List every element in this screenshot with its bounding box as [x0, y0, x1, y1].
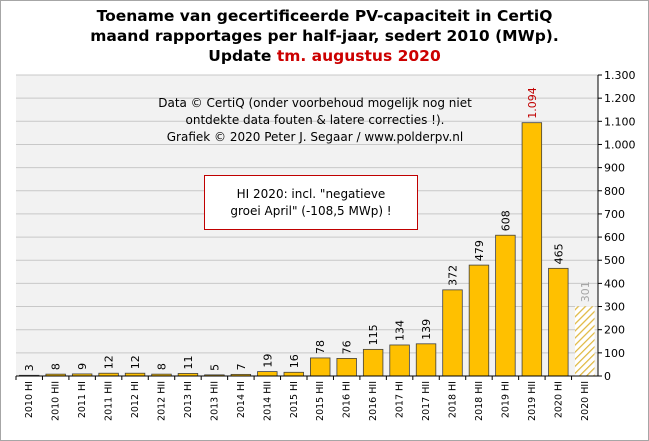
y-tick-label: 500	[604, 254, 625, 267]
y-tick-label: 0	[604, 370, 611, 383]
x-tick-label: 2019 HI	[500, 381, 511, 418]
bar	[415, 343, 437, 377]
annotation-box: HI 2020: incl. "negatieve groei April" (…	[204, 175, 418, 230]
x-tick-label: 2015 HI	[289, 381, 300, 418]
data-label: 12	[129, 355, 142, 369]
data-label: 1.094	[526, 87, 539, 119]
bar	[310, 357, 331, 377]
y-tick-label: 200	[604, 324, 625, 337]
x-tick-label: 2010 HI	[24, 381, 35, 418]
data-label: 19	[261, 354, 274, 368]
data-label: 139	[420, 319, 433, 340]
credit-line-1: Data © CertiQ (onder voorbehoud mogelijk…	[158, 96, 472, 110]
x-tick-label: 2011 HI	[77, 381, 88, 418]
x-tick-label: 2012 HI	[130, 381, 141, 418]
data-label: 134	[394, 320, 407, 341]
annotation-line-2: groei April" (-108,5 MWp) !	[230, 204, 392, 218]
annotation-line-1: HI 2020: incl. "negatieve	[236, 187, 386, 201]
title-update-prefix: Update	[208, 47, 277, 65]
title-line-3: Update tm. augustus 2020	[0, 46, 649, 66]
data-label: 8	[156, 363, 169, 370]
y-tick-label: 100	[604, 347, 625, 360]
data-label: 8	[50, 363, 63, 370]
data-label: 7	[235, 363, 248, 370]
data-label: 608	[499, 210, 512, 231]
data-label: 11	[182, 355, 195, 369]
y-tick-label: 900	[604, 162, 625, 175]
x-tick-label: 2016 HII	[368, 381, 379, 421]
title-update-period: tm. augustus 2020	[276, 47, 441, 65]
data-label: 76	[341, 340, 354, 354]
credit-line-3: Grafiek © 2020 Peter J. Segaar / www.pol…	[166, 130, 464, 144]
x-tick-label: 2020 HII	[580, 381, 591, 421]
y-tick-label: 700	[604, 208, 625, 221]
data-label: 9	[76, 363, 89, 370]
y-tick-label: 600	[604, 231, 625, 244]
bar	[574, 306, 595, 376]
x-tick-label: 2015 HII	[315, 381, 326, 421]
bar	[389, 344, 410, 377]
x-tick-label: 2017 HII	[421, 381, 432, 421]
bar	[442, 289, 463, 377]
data-label: 465	[552, 243, 565, 264]
x-tick-label: 2012 HII	[157, 381, 168, 421]
chart-title: Toename van gecertificeerde PV-capacitei…	[0, 6, 649, 66]
title-line-1: Toename van gecertificeerde PV-capacitei…	[96, 7, 553, 25]
x-tick-label: 2013 HI	[183, 381, 194, 418]
y-tick-label: 1.100	[604, 115, 636, 128]
data-label: 16	[288, 354, 301, 368]
bar	[548, 267, 569, 377]
credit-line-2: ontdekte data fouten & latere correcties…	[185, 113, 445, 127]
data-label: 78	[314, 340, 327, 354]
x-tick-label: 2020 HI	[553, 381, 564, 418]
bar	[468, 264, 490, 377]
x-tick-label: 2014 HII	[262, 381, 273, 421]
data-label: 5	[208, 364, 221, 371]
data-label: 479	[473, 240, 486, 261]
x-tick-label: 2019 HII	[527, 381, 538, 421]
x-tick-label: 2016 HI	[342, 381, 353, 418]
bar	[336, 358, 357, 377]
data-label: 12	[103, 355, 116, 369]
y-tick-label: 800	[604, 185, 625, 198]
title-line-2: maand rapportages per half-jaar, sedert …	[90, 27, 559, 45]
x-tick-label: 2013 HII	[209, 381, 220, 421]
x-tick-label: 2010 HII	[51, 381, 62, 421]
data-label: 3	[23, 364, 36, 371]
y-tick-label: 300	[604, 301, 625, 314]
y-tick-label: 400	[604, 277, 625, 290]
x-tick-label: 2014 HI	[236, 381, 247, 418]
x-tick-label: 2018 HII	[474, 381, 485, 421]
bar	[257, 371, 278, 377]
x-tick-label: 2018 HI	[448, 381, 459, 418]
data-credit-note: Data © CertiQ (onder voorbehoud mogelijk…	[130, 95, 500, 146]
bar	[283, 371, 304, 377]
y-tick-label: 1.300	[604, 69, 636, 82]
data-label: 301	[579, 281, 592, 302]
y-tick-label: 1.000	[604, 138, 636, 151]
axes: 0 100 200 300 400 500 600 700 800 900 1.000 1.100 1.…	[15, 69, 636, 421]
bar	[362, 348, 384, 377]
data-label: 115	[367, 324, 380, 345]
y-tick-label: 1.200	[604, 92, 636, 105]
bar	[495, 234, 516, 377]
data-label: 372	[447, 265, 460, 286]
x-tick-label: 2011 HII	[104, 381, 115, 421]
bar	[521, 122, 543, 377]
x-tick-label: 2017 HI	[395, 381, 406, 418]
